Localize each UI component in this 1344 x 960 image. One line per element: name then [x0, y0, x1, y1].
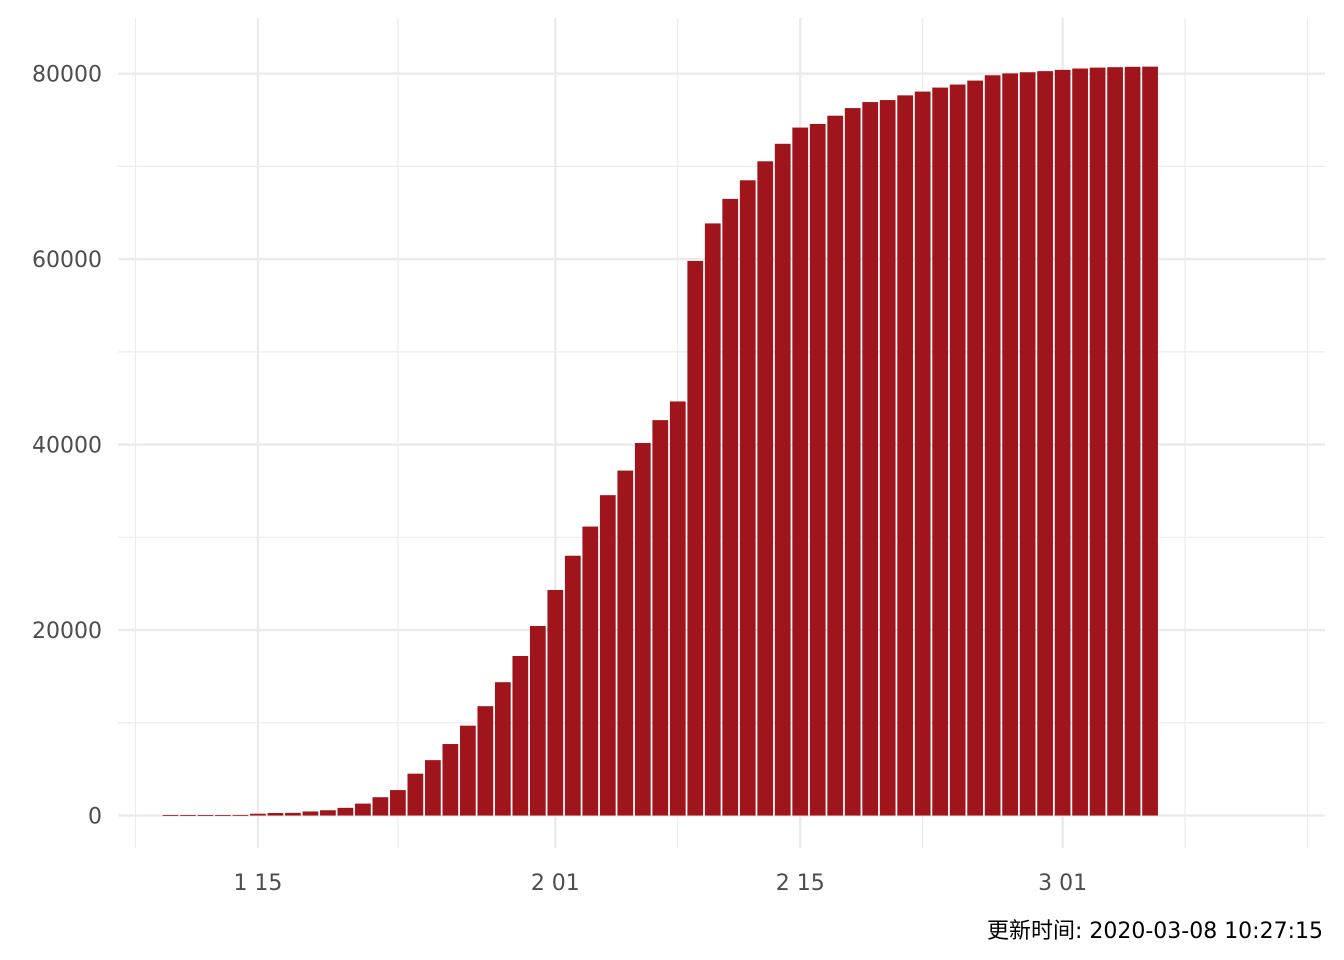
bar — [1142, 66, 1158, 816]
bar — [1124, 66, 1141, 816]
y-tick-label: 60000 — [32, 248, 102, 273]
bar — [512, 655, 529, 816]
bar — [704, 223, 721, 816]
bar — [932, 87, 949, 816]
y-tick-label: 20000 — [32, 619, 102, 644]
bar — [355, 803, 371, 816]
bar — [914, 91, 931, 816]
bar — [1002, 73, 1018, 816]
bar — [162, 815, 179, 816]
bar — [757, 161, 774, 816]
bar — [879, 100, 896, 816]
bar — [844, 108, 861, 816]
bar — [442, 744, 459, 816]
y-tick-label: 80000 — [32, 63, 102, 88]
bar — [1019, 72, 1036, 816]
x-tick-label: 3 01 — [1038, 871, 1087, 896]
bars — [162, 66, 1158, 816]
bar — [215, 815, 231, 816]
bar — [547, 589, 564, 816]
bar — [949, 84, 966, 816]
bar — [687, 260, 704, 816]
minor-gridlines — [118, 18, 1325, 848]
bar — [197, 815, 214, 816]
y-tick-label: 0 — [88, 805, 102, 830]
bar — [967, 80, 984, 816]
bar — [722, 198, 739, 816]
bar — [1037, 71, 1053, 816]
bar — [407, 773, 424, 816]
bar — [739, 180, 756, 816]
bar — [1072, 68, 1088, 816]
bar — [599, 495, 616, 816]
x-tick-label: 1 15 — [233, 871, 282, 896]
bar — [250, 813, 266, 816]
bar — [232, 814, 249, 816]
bar — [669, 401, 686, 816]
bar — [320, 810, 336, 816]
bar — [582, 526, 599, 816]
bar — [827, 115, 844, 816]
x-tick-label: 2 01 — [531, 871, 580, 896]
bar — [459, 725, 476, 816]
bar — [652, 420, 669, 816]
bar — [529, 626, 546, 816]
bar — [285, 812, 301, 816]
bar — [1107, 67, 1123, 816]
bar — [634, 443, 651, 816]
bar — [792, 127, 809, 816]
bar — [617, 470, 634, 816]
bar — [477, 706, 494, 816]
bar — [425, 760, 441, 816]
bar — [862, 102, 879, 816]
bar — [372, 797, 389, 816]
bar — [494, 682, 511, 816]
bar — [984, 75, 1001, 816]
update-time-caption: 更新时间: 2020-03-08 10:27:15 — [987, 919, 1323, 944]
x-tick-label: 2 15 — [776, 871, 825, 896]
bar — [267, 812, 284, 816]
bar — [1054, 69, 1071, 816]
bar — [564, 555, 581, 816]
bar — [337, 807, 354, 816]
bar — [390, 790, 406, 816]
bar — [1089, 67, 1106, 816]
bar — [897, 95, 914, 816]
bar — [774, 143, 791, 816]
bar — [302, 811, 319, 816]
x-axis-tick-labels: 1 15 2 01 2 15 3 01 — [233, 871, 1087, 896]
y-tick-label: 40000 — [32, 434, 102, 459]
bar — [180, 815, 196, 816]
y-axis-tick-labels: 0 20000 40000 60000 80000 — [32, 63, 102, 830]
bar — [809, 123, 826, 816]
